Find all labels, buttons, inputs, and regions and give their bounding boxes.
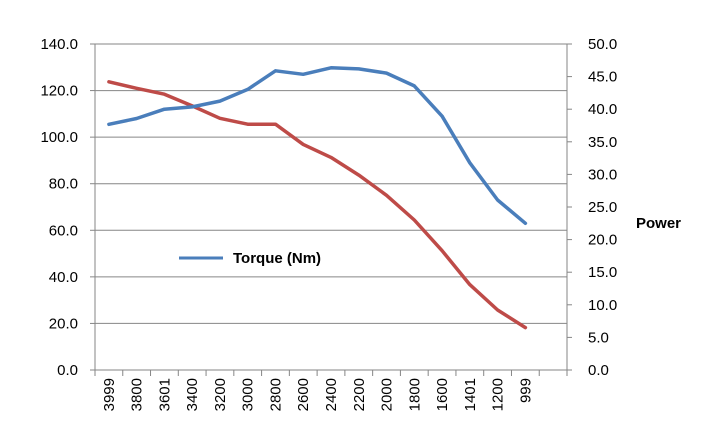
x-tick-label: 1800 (406, 378, 423, 411)
x-tick-label: 2400 (323, 378, 340, 411)
left-tick-label: 0.0 (57, 362, 78, 379)
right-tick-label: 40.0 (588, 101, 617, 118)
x-tick-label: 1200 (490, 378, 507, 411)
x-tick-label: 3800 (129, 378, 146, 411)
x-tick-label: 2800 (267, 378, 284, 411)
x-tick-label: 2600 (295, 378, 312, 411)
series-line-power (107, 80, 528, 330)
series-lines (107, 66, 528, 330)
right-tick-label: 20.0 (588, 232, 617, 249)
x-tick-label: 2000 (379, 378, 396, 411)
left-tick-label: 40.0 (49, 269, 78, 286)
left-tick-label: 60.0 (49, 222, 78, 239)
right-tick-label: 50.0 (588, 36, 617, 53)
right-tick-label: 10.0 (588, 297, 617, 314)
x-tick-label: 3601 (156, 378, 173, 411)
x-tick-label: 999 (517, 378, 534, 403)
x-tick-label: 3400 (184, 378, 201, 411)
gridlines (95, 43, 567, 324)
left-tick-label: 140.0 (40, 36, 78, 53)
right-tick-label: 25.0 (588, 199, 617, 216)
left-tick-label: 80.0 (49, 176, 78, 193)
right-axis-title: Power (636, 215, 681, 232)
x-axis-ticks: 3999 3800 3601 3400 3200 3000 2800 2600 2400 2200… (101, 378, 534, 411)
x-tick-label: 3200 (212, 378, 229, 411)
x-tick-label: 1600 (434, 378, 451, 411)
x-tick-label: 2200 (351, 378, 368, 411)
right-tick-label: 45.0 (588, 69, 617, 86)
x-tick-label: 3999 (101, 378, 118, 411)
legend: Torque (Nm) (179, 250, 321, 267)
axes (90, 43, 572, 376)
left-tick-label: 100.0 (40, 129, 78, 146)
x-tick-label: 1401 (462, 378, 479, 411)
left-tick-label: 20.0 (49, 315, 78, 332)
right-tick-label: 5.0 (588, 329, 609, 346)
left-tick-label: 120.0 (40, 83, 78, 100)
series-line-torque (107, 66, 528, 226)
right-tick-label: 0.0 (588, 362, 609, 379)
right-tick-label: 35.0 (588, 134, 617, 151)
x-tick-label: 3000 (240, 378, 257, 411)
right-axis-ticks: 0.0 5.0 10.0 15.0 20.0 25.0 30.0 35.0 40.0 45.0 50… (588, 36, 617, 379)
left-axis-ticks: 0.0 20.0 40.0 60.0 80.0 100.0 120.0 140.0 (40, 36, 78, 379)
right-tick-label: 30.0 (588, 166, 617, 183)
legend-label-torque: Torque (Nm) (233, 250, 321, 267)
right-tick-label: 15.0 (588, 264, 617, 281)
